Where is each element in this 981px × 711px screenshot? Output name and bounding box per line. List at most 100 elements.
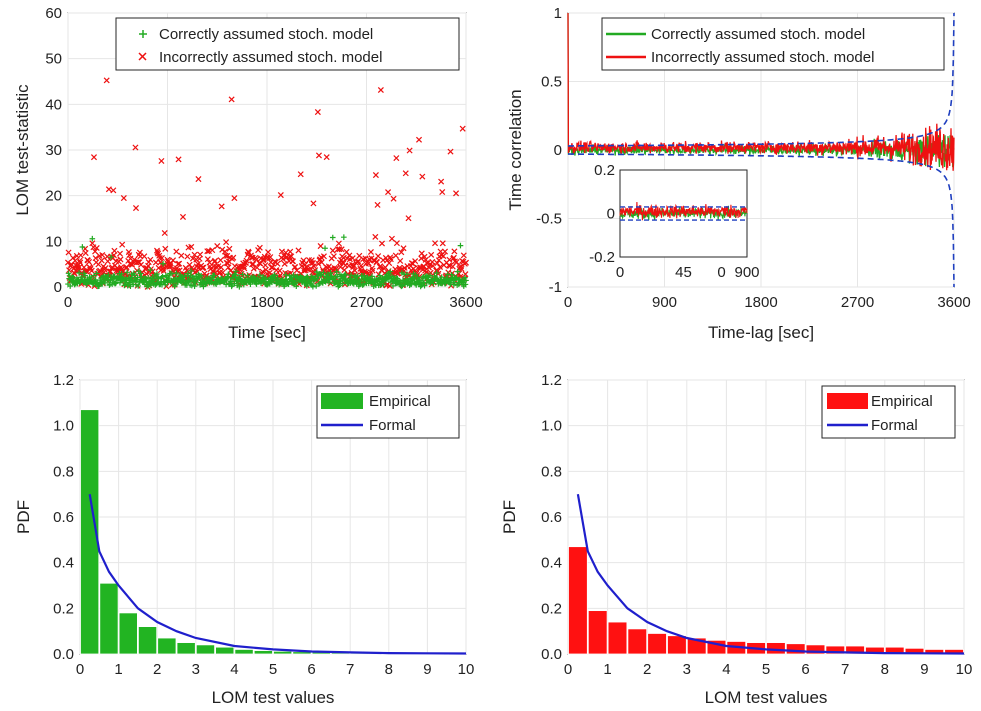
histogram-bar [118, 612, 138, 655]
scatter-point-correct [233, 268, 239, 275]
scatter-point-incorrect [355, 258, 362, 265]
scatter-point-incorrect [315, 152, 322, 159]
scatter-point-incorrect [451, 248, 458, 255]
x-tick-label: 1 [603, 661, 611, 678]
y-tick-label: 0.4 [53, 555, 74, 572]
y-tick-label: 1.0 [53, 418, 74, 435]
scatter-point-correct [172, 281, 179, 288]
histogram-bar [137, 626, 158, 655]
scatter-point-incorrect [77, 259, 84, 266]
scatter-point-correct [134, 274, 141, 281]
scatter-point-incorrect [335, 240, 342, 247]
y-tick-label: 0.4 [541, 555, 562, 572]
scatter-point-incorrect [406, 147, 413, 154]
scatter-point-incorrect [250, 265, 257, 272]
scatter-point-incorrect [437, 248, 444, 255]
legend-swatch-empirical [827, 393, 868, 409]
tick-labels: 0 900 1800 2700 3600 0 10 20 30 40 50 60 [45, 5, 482, 311]
scatter-point-incorrect [93, 244, 100, 252]
y-tick-label: 0.2 [541, 600, 562, 617]
scatter-point-correct [244, 272, 251, 279]
scatter-point-incorrect [439, 188, 446, 196]
y-tick-label: 0.8 [541, 463, 562, 480]
histogram-bar [253, 650, 273, 655]
x-tick-label: 0 [564, 294, 572, 311]
scatter-point-incorrect [436, 263, 444, 271]
y-tick-label: 0.0 [541, 646, 562, 663]
scatter-point-incorrect [286, 253, 293, 260]
scatter-point-incorrect [387, 254, 394, 261]
legend-entry-empirical: Empirical [871, 393, 933, 410]
x-tick-label: 4 [722, 661, 730, 678]
scatter-point-correct [339, 280, 346, 287]
scatter-point-incorrect [330, 253, 337, 260]
scatter-point-incorrect [92, 248, 99, 255]
x-tick-label: 0 [76, 661, 84, 678]
panel-pdf-incorrect: 0 1 2 3 4 5 6 7 8 9 10 0.0 0.2 0.4 0.6 0.8 1.0 1.2 LOM te… [500, 372, 972, 707]
histogram-bar [234, 649, 254, 655]
scatter-point-correct [124, 269, 130, 276]
scatter-point-correct [239, 271, 246, 278]
scatter-point-correct [192, 280, 199, 286]
scatter-point-incorrect [231, 195, 238, 202]
scatter-point-incorrect [104, 258, 111, 265]
legend-swatch-empirical [321, 393, 363, 409]
scatter-point-incorrect [147, 256, 154, 263]
scatter-point-correct [173, 270, 180, 276]
legend-entry-empirical: Empirical [369, 393, 431, 410]
scatter-point-incorrect [230, 254, 237, 261]
scatter-point-incorrect [310, 200, 317, 207]
scatter-point-correct [359, 282, 366, 288]
x-tick-label: 0 [564, 661, 572, 678]
scatter-point-incorrect [238, 270, 245, 277]
inset-y-tick-label: 0 [607, 206, 615, 223]
scatter-point-incorrect [369, 267, 376, 274]
scatter-point-incorrect [459, 125, 466, 132]
scatter-point-incorrect [338, 246, 345, 253]
y-tick-label: 1 [554, 5, 562, 22]
histogram-bar [667, 635, 687, 655]
scatter-point-incorrect [451, 258, 458, 265]
scatter-point-correct [211, 272, 218, 279]
scatter-point-incorrect [419, 173, 426, 180]
scatter-point-incorrect [116, 250, 123, 257]
inset-x-tick-label: 900 [734, 264, 759, 281]
scatter-point-correct [228, 278, 234, 285]
scatter-point-correct [160, 260, 166, 267]
scatter-point-correct [145, 275, 151, 281]
data-marks [568, 494, 965, 655]
scatter-point-incorrect [214, 243, 221, 250]
histogram-bar [845, 645, 865, 655]
y-tick-label: 60 [45, 5, 62, 22]
x-tick-label: 0 [64, 294, 72, 311]
scatter-point-correct [390, 283, 396, 289]
x-tick-label: 5 [762, 661, 770, 678]
scatter-point-correct [188, 268, 195, 274]
scatter-point-correct [155, 275, 162, 282]
scatter-point-incorrect [126, 252, 133, 259]
histogram-bar [785, 643, 806, 655]
scatter-point-incorrect [293, 267, 300, 274]
y-tick-label: -0.5 [536, 211, 562, 228]
x-axis-label: Time-lag [sec] [708, 323, 814, 342]
scatter-point-incorrect [178, 252, 185, 259]
scatter-point-incorrect [462, 271, 469, 278]
panel-pdf-correct: 0 1 2 3 4 5 6 7 8 9 10 0.0 0.2 0.4 0.6 0.8 1.0 1.2 LOM te… [14, 372, 474, 707]
x-tick-label: 2700 [350, 294, 383, 311]
scatter-point-correct [376, 278, 383, 285]
scatter-point-incorrect [453, 190, 460, 197]
scatter-point-incorrect [418, 255, 425, 262]
scatter-point-correct [342, 271, 349, 278]
scatter-point-incorrect [287, 248, 294, 255]
x-tick-label: 9 [920, 661, 928, 678]
scatter-point-incorrect [297, 171, 304, 178]
y-tick-label: 0.6 [53, 509, 74, 526]
legend-entry-formal: Formal [369, 417, 416, 434]
scatter-point-correct [462, 274, 468, 281]
scatter-point-incorrect [450, 254, 457, 261]
grid [79, 379, 467, 655]
tick-labels: 0 900 1800 2700 3600 -1 -0.5 0 0.5 1 [536, 5, 971, 311]
scatter-point-correct [457, 242, 464, 249]
x-tick-label: 1 [114, 661, 122, 678]
tick-labels: 0 1 2 3 4 5 6 7 8 9 10 0.0 0.2 0.4 0.6 0.8 1.0 1.2 [541, 372, 972, 678]
